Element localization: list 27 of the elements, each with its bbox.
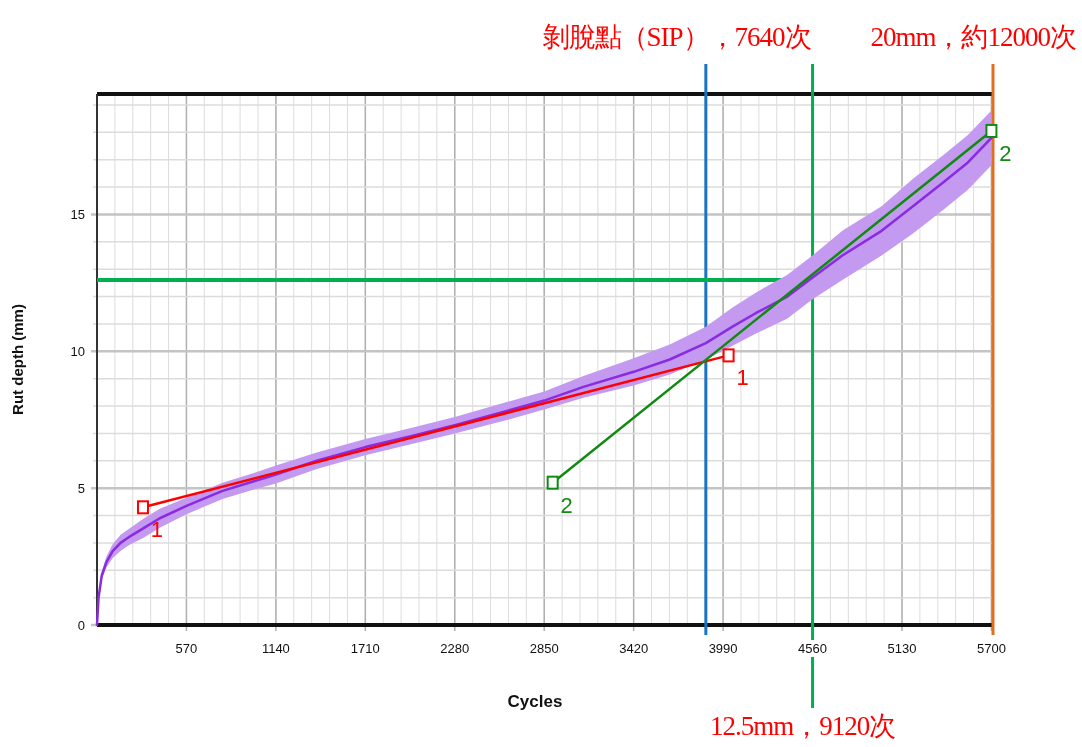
point [546,475,559,490]
annotation: 1 [150,517,164,543]
y-tick-label: 0 [77,618,85,633]
x-tick-label: 3990 [708,641,738,656]
x-tick-label: 3420 [619,641,649,656]
ref-line-label: 12.5mm，9120次 [709,711,896,741]
annotation: 1 [736,365,749,391]
annotation: 2 [999,140,1012,166]
y-axis-title: Rut depth (mm) [9,304,26,415]
ref-line-label: 20mm，約12000次 [870,22,1076,52]
x-tick-label: 5130 [887,641,917,656]
x-tick-label: 1710 [350,641,380,656]
ref-line-label: 剝脫點（SIP），7640次 [541,22,811,52]
y-tick-label: 15 [70,207,85,223]
point [136,500,149,515]
x-tick-label: 1140 [261,641,290,656]
x-tick-label: 5700 [976,641,1006,656]
y-tick-label: 5 [77,481,85,497]
x-tick-label: 2850 [529,641,559,656]
annotation: 2 [560,492,573,518]
point [985,123,998,138]
y-tick-label: 10 [70,344,85,360]
x-tick-label: 4560 [798,641,828,656]
point [722,348,735,363]
x-tick-label: 2280 [440,641,470,656]
x-tick-label: 570 [175,641,198,656]
x-axis-title: Cycles [507,692,563,711]
